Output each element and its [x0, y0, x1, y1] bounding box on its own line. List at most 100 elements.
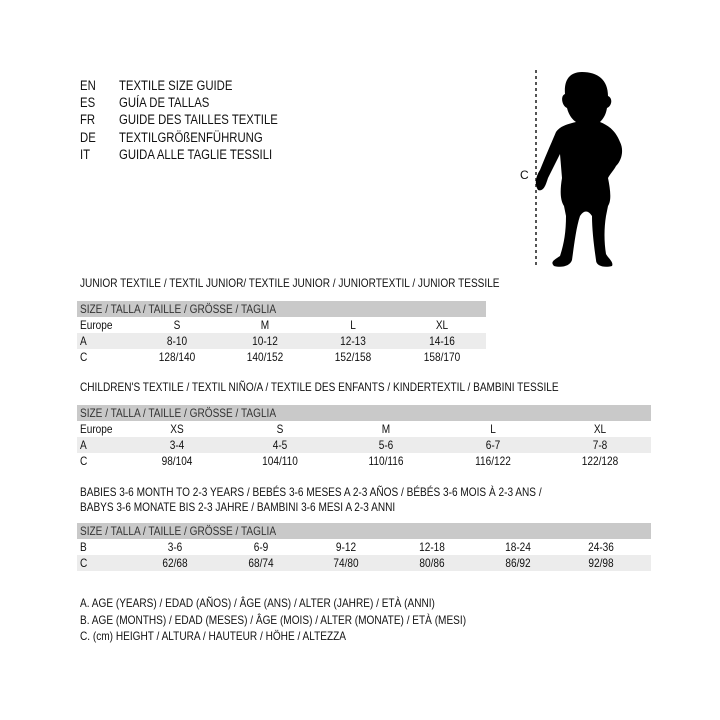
language-code-text: DE	[80, 129, 96, 145]
table-cell: L	[350, 317, 357, 333]
table-cell: 6-7	[484, 437, 501, 453]
row-label-text: A	[80, 334, 87, 348]
language-title-text: GUÍA DE TALLAS	[119, 95, 210, 111]
row-label: C	[80, 349, 89, 365]
cell-text: 152/158	[334, 350, 372, 364]
language-code-text: FR	[80, 112, 96, 128]
size-table: SIZE / TALLA / TAILLE / GRÖSSE / TAGLIA E…	[77, 301, 486, 365]
measure-label-c: C	[520, 168, 529, 182]
language-title-text: GUIDA ALLE TAGLIE TESSILI	[119, 146, 273, 162]
row-label: C	[80, 453, 89, 469]
row-label: Europe	[80, 421, 119, 437]
cell-text: 12-18	[419, 540, 445, 554]
table-row: Europe S M L XL	[77, 317, 486, 333]
legend-text: A. AGE (YEARS) / EDAD (AÑOS) / ÂGE (ANS)…	[80, 596, 435, 610]
cell-text: S	[173, 318, 181, 332]
cell-text: 5-6	[378, 438, 394, 452]
legend-text: B. AGE (MONTHS) / EDAD (MESES) / ÂGE (MO…	[80, 612, 467, 627]
language-title: TEXTILE SIZE GUIDE	[119, 77, 254, 94]
section-title: BABIES 3-6 MONTH TO 2-3 YEARS / BEBÉS 3-…	[80, 485, 630, 499]
language-code-text: EN	[80, 78, 96, 93]
cell-text: M	[381, 422, 391, 436]
table-cell: XS	[169, 421, 185, 437]
cell-text: 140/152	[246, 350, 284, 364]
language-code: IT	[80, 146, 92, 163]
section-title: JUNIOR TEXTILE / TEXTIL JUNIOR/ TEXTILE …	[80, 276, 579, 290]
language-title: GUÍA DE TALLAS	[119, 94, 227, 111]
table-row: Europe XS S M L XL	[77, 421, 651, 437]
row-label-text: C	[80, 454, 88, 468]
cell-text: 3-6	[167, 540, 183, 554]
row-label-text: Europe	[80, 422, 113, 436]
cell-text: 18-24	[505, 540, 531, 554]
table-cell: 122/128	[578, 453, 621, 469]
row-label: A	[80, 437, 88, 453]
cell-text: 116/122	[475, 454, 511, 468]
row-label: B	[80, 539, 88, 555]
table-cell: 62/68	[160, 555, 190, 571]
language-code: EN	[80, 77, 99, 94]
language-title-text: TEXTILE SIZE GUIDE	[119, 78, 233, 93]
cell-text: S	[276, 422, 284, 436]
cell-text: 9-12	[335, 540, 357, 554]
row-label-text: A	[80, 438, 87, 452]
table-cell: M	[381, 421, 391, 437]
cell-text: 158/170	[423, 350, 461, 364]
table-cell: 68/74	[246, 555, 276, 571]
row-label-text: Europe	[80, 318, 113, 332]
language-code: ES	[80, 94, 98, 111]
language-row: EN TEXTILE SIZE GUIDE	[80, 77, 380, 94]
section-title-text: CHILDREN'S TEXTILE / TEXTIL NIÑO/A / TEX…	[80, 380, 559, 394]
language-code-text: IT	[80, 146, 91, 162]
child-silhouette-icon	[535, 70, 623, 268]
cell-text: 7-8	[592, 438, 608, 452]
cell-text: XL	[593, 422, 607, 436]
language-title: TEXTILGRÖßENFÜHRUNG	[119, 129, 290, 146]
table-cell: L	[490, 421, 497, 437]
cell-text: 92/98	[588, 556, 614, 570]
size-table-header: SIZE / TALLA / TAILLE / GRÖSSE / TAGLIA	[77, 523, 651, 539]
table-cell: 86/92	[503, 555, 533, 571]
table-cell: XL	[593, 421, 608, 437]
cell-text: XL	[435, 318, 449, 332]
table-cell: 18-24	[503, 539, 534, 555]
cell-text: 74/80	[333, 556, 359, 570]
table-cell: 12-13	[338, 333, 369, 349]
language-title: GUIDA ALLE TAGLIE TESSILI	[119, 146, 301, 163]
legend-text: C. (cm) HEIGHT / ALTURA / HAUTEUR / HÖHE…	[80, 629, 347, 643]
table-cell: 8-10	[165, 333, 189, 349]
table-cell: 152/158	[331, 349, 374, 365]
table-row: A 3-4 4-5 5-6 6-7 7-8	[77, 437, 651, 453]
cell-text: M	[260, 318, 270, 332]
table-cell: 80/86	[417, 555, 447, 571]
table-cell: 140/152	[243, 349, 286, 365]
language-title-text: GUIDE DES TAILLES TEXTILE	[119, 112, 278, 128]
table-cell: XL	[435, 317, 450, 333]
cell-text: L	[350, 318, 356, 332]
table-cell: 128/140	[155, 349, 198, 365]
language-code: DE	[80, 129, 99, 146]
size-header-text: SIZE / TALLA / TAILLE / GRÖSSE / TAGLIA	[80, 302, 277, 316]
section-title-text: BABIES 3-6 MONTH TO 2-3 YEARS / BEBÉS 3-…	[80, 485, 542, 499]
cell-text: 8-10	[166, 334, 188, 348]
section-title: BABYS 3-6 MONATE BIS 2-3 JAHRE / BAMBINI…	[80, 500, 455, 514]
size-header-text: SIZE / TALLA / TAILLE / GRÖSSE / TAGLIA	[80, 406, 277, 420]
cell-text: 128/140	[158, 350, 196, 364]
cell-text: 14-16	[429, 334, 455, 348]
table-cell: 6-9	[252, 539, 269, 555]
language-title-text: TEXTILGRÖßENFÜHRUNG	[119, 129, 263, 145]
size-table-header: SIZE / TALLA / TAILLE / GRÖSSE / TAGLIA	[77, 301, 486, 317]
size-header-text: SIZE / TALLA / TAILLE / GRÖSSE / TAGLIA	[80, 524, 277, 538]
language-title: GUIDE DES TAILLES TEXTILE	[119, 111, 308, 128]
table-cell: 104/110	[259, 453, 302, 469]
language-code-text: ES	[80, 95, 96, 111]
table-cell: 7-8	[591, 437, 608, 453]
table-cell: 4-5	[271, 437, 288, 453]
table-cell: 110/116	[365, 453, 407, 469]
cell-text: 6-7	[485, 438, 501, 452]
language-row: DE TEXTILGRÖßENFÜHRUNG	[80, 129, 380, 146]
cell-text: 10-12	[252, 334, 278, 348]
cell-text: XS	[170, 422, 184, 436]
table-cell: 74/80	[331, 555, 361, 571]
